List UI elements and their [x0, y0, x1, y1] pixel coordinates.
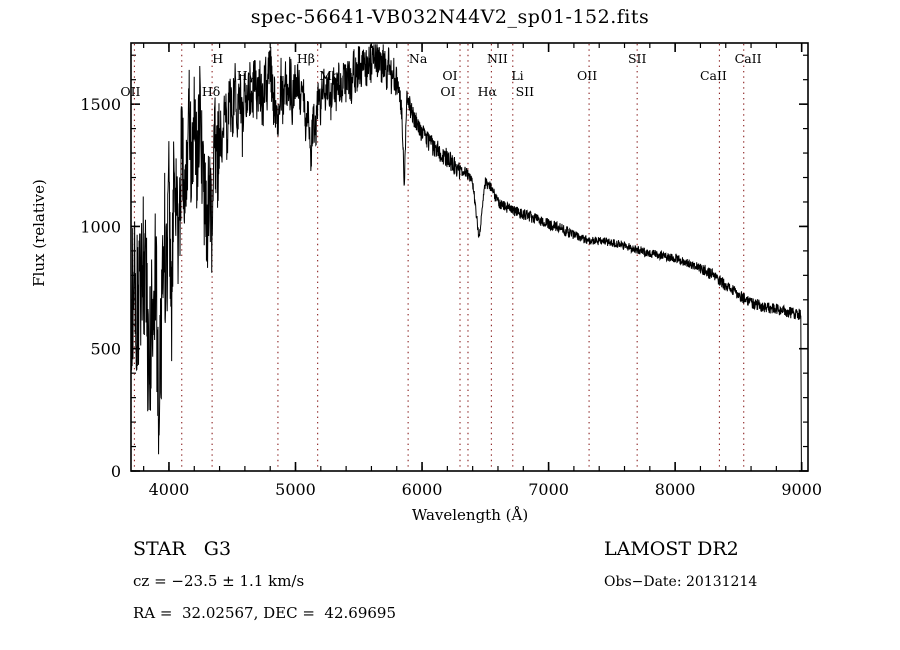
- minor-tick-marks: [131, 43, 808, 472]
- spectrum-trace: [131, 44, 802, 471]
- spectral-line-label: Hγ: [236, 68, 256, 83]
- spectral-line-label: CaII: [734, 51, 762, 66]
- x-tick-label: 8000: [655, 480, 696, 499]
- spectrum-line: [131, 44, 802, 471]
- spectral-line-label: Mg: [319, 68, 340, 83]
- x-tick-label: 9000: [781, 480, 822, 499]
- spectral-line-label: Hα: [477, 84, 497, 99]
- spectral-line-label: Na: [408, 51, 428, 66]
- spectral-line-label: NII: [486, 51, 508, 66]
- spectral-line-label: SII: [627, 51, 647, 66]
- spectral-line-label: Hδ: [201, 84, 221, 99]
- spectral-line-label: OI: [440, 84, 456, 99]
- x-tick-label: 5000: [275, 480, 316, 499]
- spectral-line-label: Li: [511, 68, 524, 83]
- x-tick-label: 4000: [149, 480, 190, 499]
- survey-name-text: LAMOST DR2: [604, 538, 739, 560]
- x-tick-label: 7000: [528, 480, 569, 499]
- spectral-line-label: OI: [442, 68, 458, 83]
- y-tick-label: 0: [111, 462, 121, 481]
- spectral-line-label: OII: [577, 68, 598, 83]
- spectral-line-label: SII: [515, 84, 535, 99]
- major-tick-marks: [131, 43, 808, 472]
- x-axis-label: Wavelength (Å): [411, 506, 529, 524]
- x-tick-labels: 4000 5000 6000 7000 8000 9000: [149, 480, 822, 499]
- x-tick-label: 6000: [402, 480, 443, 499]
- y-axis-label: Flux (relative): [30, 179, 48, 287]
- coordinates-text: RA = 32.02567, DEC = 42.69695: [133, 604, 397, 622]
- redshift-velocity-text: cz = −23.5 ± 1.1 km/s: [133, 572, 305, 590]
- spectral-line-label: CaII: [699, 68, 727, 83]
- observation-date-text: Obs−Date: 20131214: [604, 574, 758, 590]
- page-title: spec-56641-VB032N44V2_sp01-152.fits: [250, 6, 650, 28]
- y-tick-label: 500: [90, 340, 121, 359]
- object-type-text: STAR G3: [133, 538, 232, 560]
- y-tick-label: 1000: [80, 217, 121, 236]
- spectral-line-label: OII: [120, 84, 141, 99]
- axis-frame: [130, 42, 809, 472]
- spectral-line-label: H: [212, 51, 224, 66]
- y-tick-label: 1500: [80, 95, 121, 114]
- spectral-line-label: Hβ: [296, 51, 315, 66]
- y-tick-labels: 0 500 1000 1500: [80, 95, 121, 481]
